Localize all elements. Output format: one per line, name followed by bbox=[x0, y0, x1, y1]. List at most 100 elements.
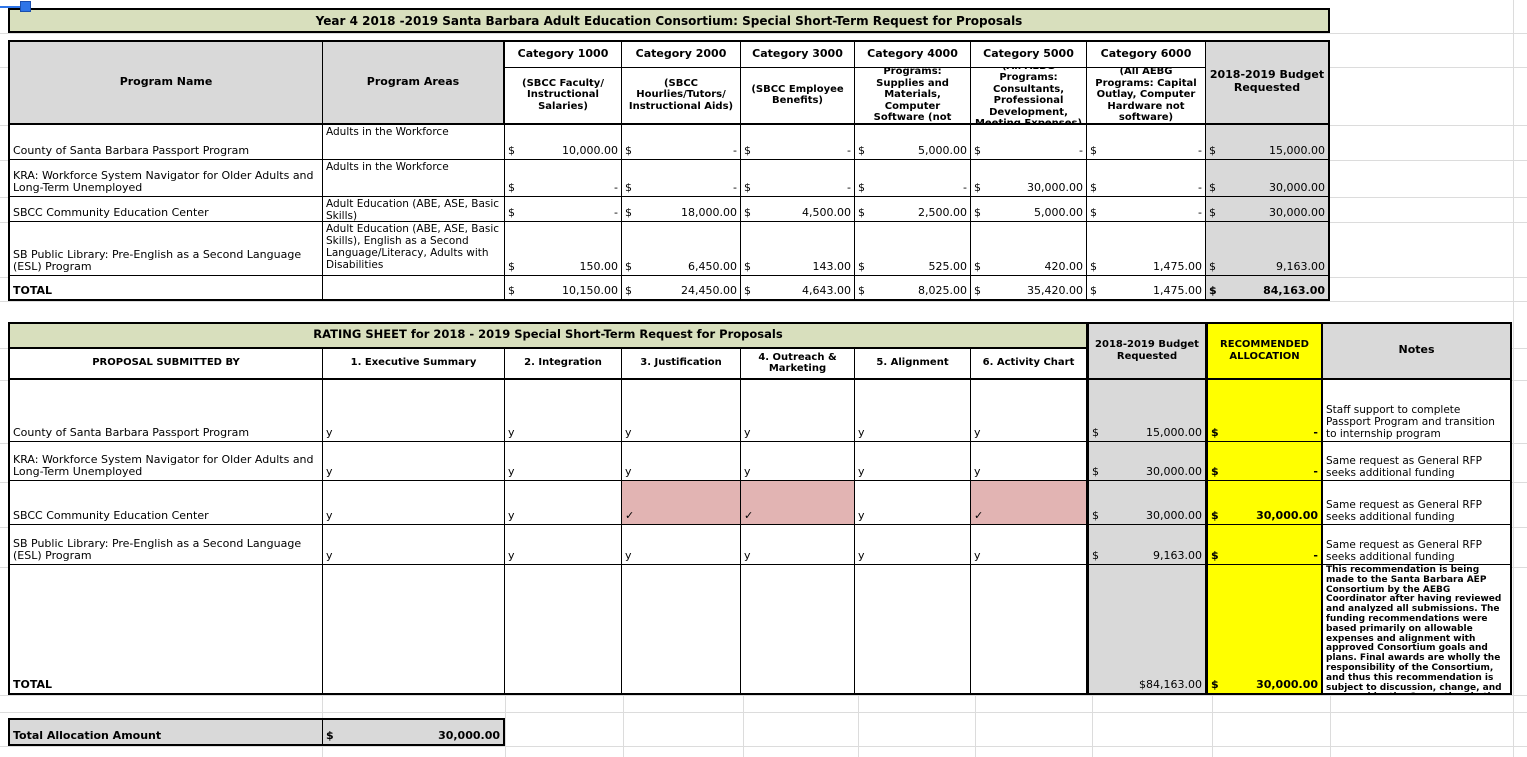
cell-cat6000[interactable]: $ - bbox=[1087, 160, 1206, 197]
cell-allocation[interactable]: $30,000.00 bbox=[1206, 481, 1323, 525]
cell-mark[interactable]: y bbox=[323, 380, 505, 442]
header-recommended-allocation[interactable]: RECOMMENDED ALLOCATION bbox=[1206, 324, 1323, 380]
cell-mark[interactable]: y bbox=[855, 442, 971, 481]
cell-budget[interactable]: $30,000.00 bbox=[1087, 442, 1206, 481]
cell-cat2000[interactable]: $18,000.00 bbox=[622, 197, 741, 222]
header-outreach-marketing[interactable]: 4. Outreach & Marketing bbox=[741, 349, 855, 380]
cell-program-areas[interactable]: Adults in the Workforce bbox=[323, 125, 505, 160]
cell-mark[interactable]: y bbox=[505, 442, 622, 481]
cell-budget[interactable]: $15,000.00 bbox=[1087, 380, 1206, 442]
cell-cat1000[interactable]: $ - bbox=[505, 197, 622, 222]
header-category-3000[interactable]: Category 3000 bbox=[741, 42, 855, 68]
header-category-3000-desc[interactable]: (SBCC Employee Benefits) bbox=[741, 68, 855, 125]
cell-empty[interactable] bbox=[323, 276, 505, 299]
header-notes[interactable]: Notes bbox=[1323, 324, 1510, 380]
header-program-areas[interactable]: Program Areas bbox=[323, 42, 505, 125]
cell-cat1000[interactable]: $10,000.00 bbox=[505, 125, 622, 160]
cell-allocation[interactable]: $ - bbox=[1206, 442, 1323, 481]
cell-mark[interactable]: y bbox=[971, 442, 1087, 481]
cell-cat2000[interactable]: $ - bbox=[622, 160, 741, 197]
cell-proposal-name[interactable]: KRA: Workforce System Navigator for Olde… bbox=[10, 442, 323, 481]
header-alignment[interactable]: 5. Alignment bbox=[855, 349, 971, 380]
header-integration[interactable]: 2. Integration bbox=[505, 349, 622, 380]
object-anchor-handle[interactable] bbox=[20, 1, 31, 12]
cell-mark[interactable]: y bbox=[855, 525, 971, 565]
header-category-4000-desc[interactable]: (All AEBG Programs: Supplies and Materia… bbox=[855, 68, 971, 125]
header-category-6000-desc[interactable]: (All AEBG Programs: Capital Outlay, Comp… bbox=[1087, 68, 1206, 125]
cell-cat2000[interactable]: $6,450.00 bbox=[622, 222, 741, 276]
cell-mark[interactable]: y bbox=[323, 525, 505, 565]
cell-mark[interactable]: y bbox=[505, 525, 622, 565]
cell-grand-total[interactable]: $84,163.00 bbox=[1206, 276, 1328, 299]
cell-total-cat4000[interactable]: $8,025.00 bbox=[855, 276, 971, 299]
cell-mark[interactable]: y bbox=[741, 525, 855, 565]
cell-cat4000[interactable]: $5,000.00 bbox=[855, 125, 971, 160]
cell-empty[interactable] bbox=[505, 565, 622, 693]
cell-empty[interactable] bbox=[855, 565, 971, 693]
header-program-name[interactable]: Program Name bbox=[10, 42, 323, 125]
cell-cat5000[interactable]: $420.00 bbox=[971, 222, 1087, 276]
cell-row-total[interactable]: $9,163.00 bbox=[1206, 222, 1328, 276]
cell-mark[interactable]: y bbox=[971, 380, 1087, 442]
cell-notes[interactable]: Staff support to complete Passport Progr… bbox=[1323, 380, 1510, 442]
cell-notes[interactable]: Same request as General RFP seeks additi… bbox=[1323, 442, 1510, 481]
cell-cat5000[interactable]: $ - bbox=[971, 125, 1087, 160]
cell-cat2000[interactable]: $ - bbox=[622, 125, 741, 160]
cell-row-total[interactable]: $30,000.00 bbox=[1206, 197, 1328, 222]
header-category-4000[interactable]: Category 4000 bbox=[855, 42, 971, 68]
total-allocation-label[interactable]: Total Allocation Amount bbox=[10, 720, 323, 744]
cell-program-name[interactable]: KRA: Workforce System Navigator for Olde… bbox=[10, 160, 323, 197]
cell-cat1000[interactable]: $ - bbox=[505, 160, 622, 197]
header-category-6000[interactable]: Category 6000 bbox=[1087, 42, 1206, 68]
cell-budget[interactable]: $30,000.00 bbox=[1087, 481, 1206, 525]
cell-proposal-name[interactable]: SB Public Library: Pre-English as a Seco… bbox=[10, 525, 323, 565]
cell-cat3000[interactable]: $ - bbox=[741, 160, 855, 197]
cell-empty[interactable] bbox=[741, 565, 855, 693]
header-budget-requested[interactable]: 2018-2019 Budget Requested bbox=[1206, 42, 1328, 125]
cell-mark[interactable]: y bbox=[855, 481, 971, 525]
cell-notes[interactable]: Same request as General RFP seeks additi… bbox=[1323, 525, 1510, 565]
cell-cat4000[interactable]: $2,500.00 bbox=[855, 197, 971, 222]
cell-allocation[interactable]: $ - bbox=[1206, 525, 1323, 565]
cell-budget[interactable]: $9,163.00 bbox=[1087, 525, 1206, 565]
header-category-2000-desc[interactable]: (SBCC Hourlies/Tutors/ Instructional Aid… bbox=[622, 68, 741, 125]
cell-cat3000[interactable]: $ - bbox=[741, 125, 855, 160]
cell-cat6000[interactable]: $ - bbox=[1087, 197, 1206, 222]
cell-mark[interactable]: y bbox=[323, 442, 505, 481]
header-category-5000[interactable]: Category 5000 bbox=[971, 42, 1087, 68]
cell-mark-flagged[interactable]: ✓ bbox=[741, 481, 855, 525]
header-category-1000-desc[interactable]: (SBCC Faculty/ Instructional Salaries) bbox=[505, 68, 622, 125]
header-category-2000[interactable]: Category 2000 bbox=[622, 42, 741, 68]
cell-program-areas[interactable]: Adults in the Workforce bbox=[323, 160, 505, 197]
cell-mark[interactable]: y bbox=[741, 380, 855, 442]
cell-total-cat2000[interactable]: $24,450.00 bbox=[622, 276, 741, 299]
cell-total-cat5000[interactable]: $35,420.00 bbox=[971, 276, 1087, 299]
header-proposal-submitted-by[interactable]: PROPOSAL SUBMITTED BY bbox=[10, 349, 323, 380]
cell-cat5000[interactable]: $5,000.00 bbox=[971, 197, 1087, 222]
cell-mark[interactable]: y bbox=[741, 442, 855, 481]
header-category-5000-desc[interactable]: (All AEBG Programs: Consultants, Profess… bbox=[971, 68, 1087, 125]
cell-mark[interactable]: y bbox=[622, 525, 741, 565]
cell-cat4000[interactable]: $ - bbox=[855, 160, 971, 197]
header-executive-summary[interactable]: 1. Executive Summary bbox=[323, 349, 505, 380]
cell-total-cat6000[interactable]: $1,475.00 bbox=[1087, 276, 1206, 299]
cell-total-cat3000[interactable]: $4,643.00 bbox=[741, 276, 855, 299]
cell-total-label[interactable]: TOTAL bbox=[10, 276, 323, 299]
cell-cat1000[interactable]: $150.00 bbox=[505, 222, 622, 276]
cell-mark-flagged[interactable]: ✓ bbox=[622, 481, 741, 525]
cell-total-label[interactable]: TOTAL bbox=[10, 565, 323, 693]
cell-program-name[interactable]: County of Santa Barbara Passport Program bbox=[10, 125, 323, 160]
cell-program-name[interactable]: SB Public Library: Pre-English as a Seco… bbox=[10, 222, 323, 276]
cell-cat6000[interactable]: $1,475.00 bbox=[1087, 222, 1206, 276]
cell-empty[interactable] bbox=[323, 565, 505, 693]
header-activity-chart[interactable]: 6. Activity Chart bbox=[971, 349, 1087, 380]
cell-program-areas[interactable]: Adult Education (ABE, ASE, Basic Skills)… bbox=[323, 222, 505, 276]
cell-proposal-name[interactable]: SBCC Community Education Center bbox=[10, 481, 323, 525]
cell-notes[interactable]: Same request as General RFP seeks additi… bbox=[1323, 481, 1510, 525]
cell-program-areas[interactable]: Adult Education (ABE, ASE, Basic Skills) bbox=[323, 197, 505, 222]
cell-total-cat1000[interactable]: $10,150.00 bbox=[505, 276, 622, 299]
cell-cat3000[interactable]: $4,500.00 bbox=[741, 197, 855, 222]
header-budget-requested[interactable]: 2018-2019 Budget Requested bbox=[1087, 324, 1206, 380]
cell-proposal-name[interactable]: County of Santa Barbara Passport Program bbox=[10, 380, 323, 442]
cell-mark[interactable]: y bbox=[622, 442, 741, 481]
